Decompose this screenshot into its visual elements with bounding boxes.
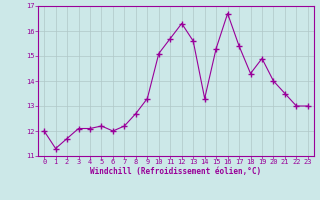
X-axis label: Windchill (Refroidissement éolien,°C): Windchill (Refroidissement éolien,°C) <box>91 167 261 176</box>
